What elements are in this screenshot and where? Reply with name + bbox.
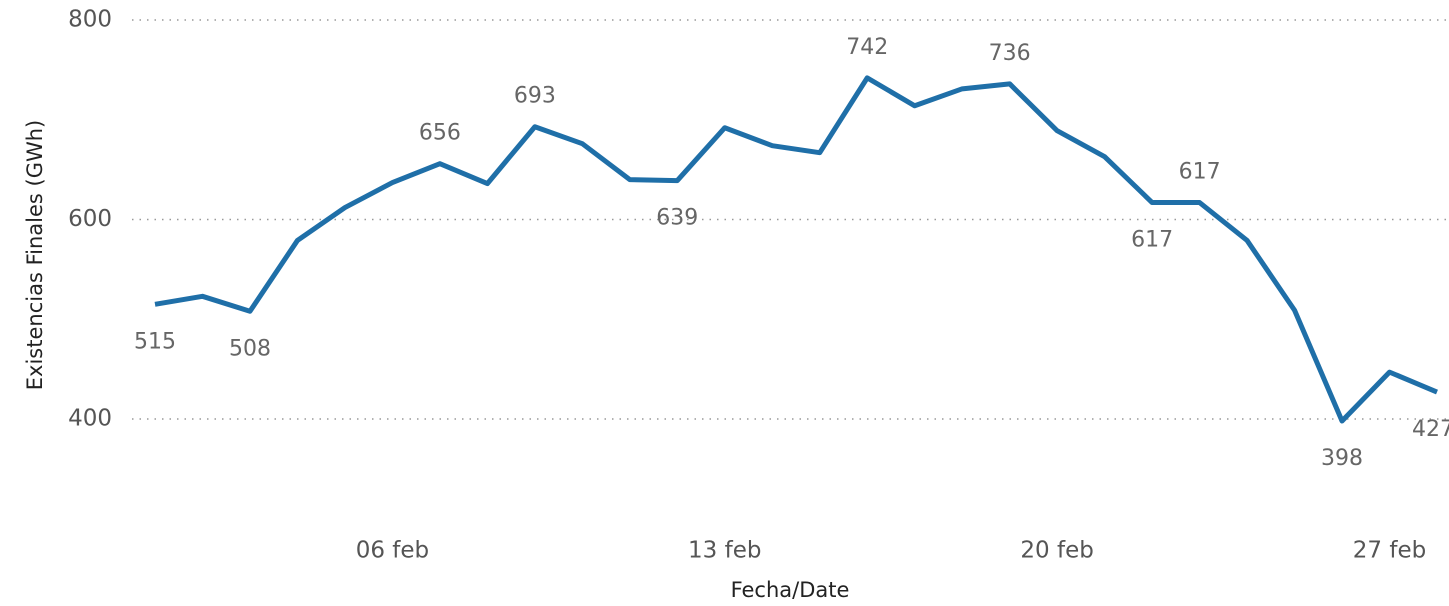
line [154,75,1438,424]
data-label: 742 [846,35,888,60]
x-axis-title: Fecha/Date [731,578,850,602]
x-tick-label: 06 feb [356,538,429,564]
data-label: 515 [134,329,176,354]
y-tick-label: 600 [68,206,112,232]
data-label: 736 [989,41,1031,66]
y-tick-label: 400 [68,406,112,432]
data-label: 639 [656,206,698,231]
x-tick-label: 27 feb [1353,538,1426,564]
data-label: 617 [1131,228,1173,253]
x-tick-label: 20 feb [1020,538,1093,564]
data-label: 693 [514,84,556,109]
x-tick-label: 13 feb [688,538,761,564]
y-tick-label: 800 [68,7,112,33]
data-label: 398 [1321,446,1363,471]
y-axis-title: Existencias Finales (GWh) [23,120,47,390]
data-label: 508 [229,336,271,361]
data-label: 656 [419,121,461,146]
data-label: 427 [1412,417,1449,442]
data-label: 617 [1179,160,1221,185]
